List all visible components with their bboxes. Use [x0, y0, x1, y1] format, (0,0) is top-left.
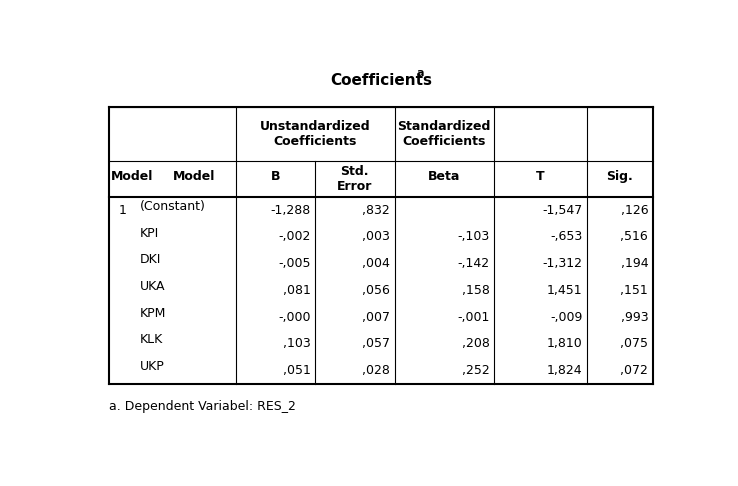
- Text: UKP: UKP: [139, 360, 165, 373]
- Text: Sig.: Sig.: [607, 170, 633, 183]
- Text: UKA: UKA: [139, 280, 165, 293]
- Text: -,002: -,002: [278, 230, 311, 243]
- Text: -1,547: -1,547: [542, 204, 582, 217]
- Text: -,001: -,001: [457, 311, 489, 324]
- Text: ,151: ,151: [621, 284, 648, 297]
- Text: KPM: KPM: [139, 307, 166, 320]
- Text: ,081: ,081: [283, 284, 311, 297]
- Text: ,832: ,832: [362, 204, 390, 217]
- Text: Standardized
Coefficients: Standardized Coefficients: [398, 120, 491, 148]
- Text: Model: Model: [111, 170, 154, 183]
- Text: ,007: ,007: [362, 311, 390, 324]
- Text: 1,451: 1,451: [547, 284, 582, 297]
- Text: 1,810: 1,810: [547, 337, 582, 350]
- Text: ,993: ,993: [621, 311, 648, 324]
- Text: -,103: -,103: [458, 230, 489, 243]
- Text: (Constant): (Constant): [139, 200, 206, 213]
- Text: Std.
Error: Std. Error: [337, 165, 373, 193]
- Text: ,028: ,028: [362, 364, 390, 377]
- Text: ,516: ,516: [621, 230, 648, 243]
- Text: ,075: ,075: [620, 337, 648, 350]
- Text: Unstandardized
Coefficients: Unstandardized Coefficients: [260, 120, 370, 148]
- Text: -,009: -,009: [550, 311, 582, 324]
- Text: a: a: [416, 69, 424, 78]
- Text: DKI: DKI: [139, 253, 161, 266]
- Text: ,208: ,208: [461, 337, 489, 350]
- Text: Beta: Beta: [428, 170, 461, 183]
- Text: ,072: ,072: [621, 364, 648, 377]
- Text: -1,312: -1,312: [542, 257, 582, 270]
- Text: 1: 1: [119, 204, 127, 217]
- Text: ,194: ,194: [621, 257, 648, 270]
- Text: 1,824: 1,824: [547, 364, 582, 377]
- Text: -,653: -,653: [550, 230, 582, 243]
- Text: ,003: ,003: [362, 230, 390, 243]
- Text: ,056: ,056: [362, 284, 390, 297]
- Text: -,142: -,142: [458, 257, 489, 270]
- Text: a. Dependent Variabel: RES_2: a. Dependent Variabel: RES_2: [109, 400, 296, 413]
- Text: ,004: ,004: [362, 257, 390, 270]
- Text: ,126: ,126: [621, 204, 648, 217]
- Text: ,252: ,252: [462, 364, 489, 377]
- Text: KPI: KPI: [139, 226, 159, 240]
- Text: ,158: ,158: [461, 284, 489, 297]
- Text: ,051: ,051: [283, 364, 311, 377]
- Text: -,000: -,000: [278, 311, 311, 324]
- Text: -1,288: -1,288: [270, 204, 311, 217]
- Text: ,103: ,103: [283, 337, 311, 350]
- Text: ,057: ,057: [362, 337, 390, 350]
- Text: KLK: KLK: [139, 333, 163, 347]
- Text: T: T: [536, 170, 545, 183]
- Text: Coefficients: Coefficients: [330, 73, 432, 88]
- Text: B: B: [271, 170, 280, 183]
- Text: -,005: -,005: [278, 257, 311, 270]
- Text: Model: Model: [173, 170, 215, 183]
